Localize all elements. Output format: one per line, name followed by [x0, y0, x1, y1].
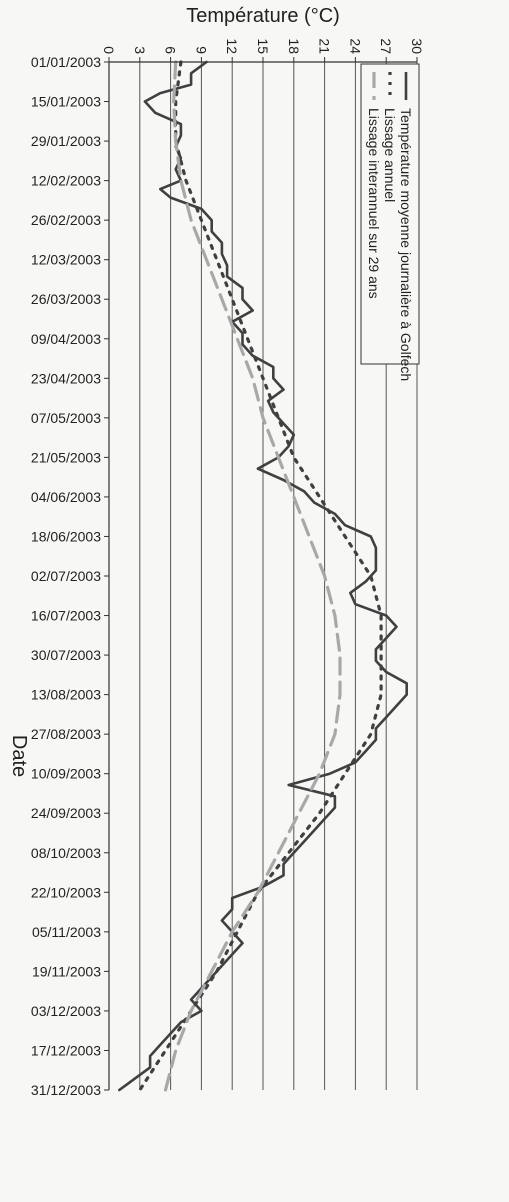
legend-label: Température moyenne journalière à Golfec… [398, 108, 414, 381]
x-tick-label: 10/09/2003 [31, 766, 101, 782]
y-axis-title: Température (°C) [186, 5, 340, 27]
x-tick-label: 05/11/2003 [32, 924, 101, 940]
legend-label: Lissage annuel [382, 108, 398, 202]
x-tick-label: 08/10/2003 [31, 845, 101, 861]
y-tick-label: 18 [286, 38, 302, 54]
y-tick-label: 0 [101, 46, 117, 54]
legend: Température moyenne journalière à Golfec… [360, 63, 420, 381]
x-tick-label: 02/07/2003 [31, 568, 101, 584]
x-tick-label: 01/01/2003 [31, 54, 101, 70]
x-tick-label: 26/02/2003 [31, 212, 101, 228]
x-tick-label: 18/06/2003 [31, 528, 101, 544]
x-tick-label: 15/01/2003 [31, 94, 101, 110]
x-tick-label: 27/08/2003 [31, 726, 101, 742]
x-tick-label: 12/03/2003 [31, 252, 101, 268]
x-tick-label: 24/09/2003 [31, 805, 101, 821]
x-tick-label: 19/11/2003 [32, 963, 101, 979]
x-axis-ticks: 01/01/2003 15/01/2003 29/01/2003 12/02/2003… [31, 54, 109, 1098]
y-axis-ticks: 0 3 6 9 12 15 18 21 24 27 30 [101, 38, 425, 62]
y-tick-label: 30 [409, 38, 425, 54]
y-tick-label: 27 [378, 38, 394, 54]
series-lines [118, 60, 408, 1092]
series-line-solid [118, 60, 408, 1092]
y-tick-label: 21 [317, 38, 333, 54]
x-tick-label: 12/02/2003 [31, 173, 101, 189]
y-tick-label: 15 [255, 38, 271, 54]
x-tick-label: 13/08/2003 [31, 687, 101, 703]
series-line-dotted [138, 60, 383, 1092]
x-tick-label: 22/10/2003 [31, 884, 101, 900]
x-tick-label: 23/04/2003 [31, 370, 101, 386]
y-tick-label: 9 [193, 46, 209, 54]
x-tick-label: 21/05/2003 [31, 449, 101, 465]
x-tick-label: 29/01/2003 [31, 133, 101, 149]
x-tick-label: 31/12/2003 [31, 1082, 101, 1098]
x-tick-label: 26/03/2003 [31, 291, 101, 307]
x-tick-label: 17/12/2003 [31, 1042, 101, 1058]
x-axis-title: Date [8, 735, 30, 777]
x-tick-label: 16/07/2003 [31, 608, 101, 624]
legend-label: Lissage interannuel sur 29 ans [366, 108, 382, 299]
x-tick-label: 07/05/2003 [31, 410, 101, 426]
y-tick-label: 12 [224, 38, 240, 54]
x-tick-label: 30/07/2003 [31, 647, 101, 663]
x-tick-label: 09/04/2003 [31, 331, 101, 347]
x-tick-label: 03/12/2003 [31, 1003, 101, 1019]
y-tick-label: 24 [347, 38, 363, 54]
x-tick-label: 04/06/2003 [31, 489, 101, 505]
legend-box [360, 63, 420, 365]
y-tick-label: 6 [163, 46, 179, 54]
y-tick-label: 3 [132, 46, 148, 54]
series-line-dashed [163, 60, 342, 1092]
